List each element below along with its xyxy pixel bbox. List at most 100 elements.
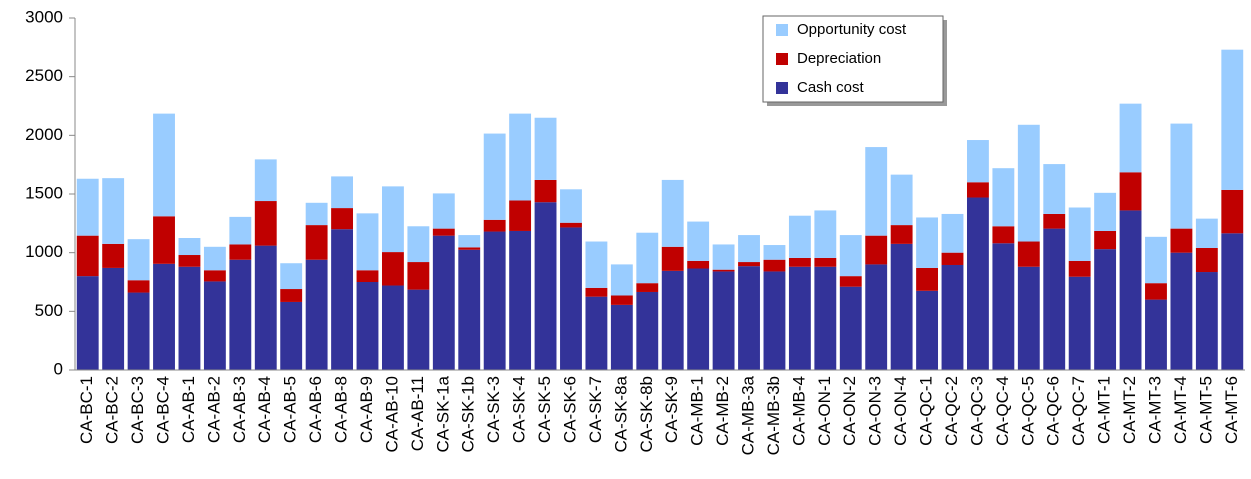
- bar-segment: [966, 197, 989, 370]
- x-tick-label: CA-MB-1: [688, 376, 707, 446]
- bar-segment: [1119, 210, 1142, 370]
- y-tick-label: 1500: [25, 183, 63, 202]
- bar-segment: [966, 140, 989, 183]
- bar-segment: [153, 263, 175, 370]
- bar-segment: [1119, 103, 1142, 173]
- x-tick-label: CA-AB-4: [255, 376, 274, 443]
- x-tick-label: CA-MT-1: [1095, 376, 1114, 444]
- bar-segment: [178, 266, 201, 370]
- bar-segment: [1068, 276, 1091, 370]
- y-tick-label: 500: [35, 301, 63, 320]
- bar-segment: [839, 286, 862, 370]
- bar-segment: [1221, 233, 1244, 370]
- bar-segment: [1145, 236, 1167, 284]
- x-tick-label: CA-MB-3b: [764, 376, 783, 455]
- bar-segment: [1017, 266, 1040, 370]
- bar-segment: [814, 210, 837, 258]
- bar-segment: [1094, 249, 1117, 370]
- bar-segment: [992, 168, 1015, 227]
- bar-segment: [203, 270, 226, 282]
- legend-box: [762, 15, 944, 103]
- x-tick-label: CA-MT-4: [1171, 376, 1190, 444]
- x-tick-label: CA-BC-3: [128, 376, 147, 444]
- x-tick-label: CA-AB-6: [306, 376, 325, 443]
- bar-segment: [610, 295, 633, 305]
- bar-segment: [1221, 49, 1244, 190]
- bar-segment: [788, 257, 811, 267]
- bar-segment: [1195, 272, 1218, 370]
- bar-segment: [102, 178, 125, 244]
- bar-segment: [229, 216, 252, 245]
- y-tick-label: 0: [54, 359, 63, 378]
- x-tick-label: CA-SK-9: [662, 376, 681, 443]
- x-tick-label: CA-MB-4: [789, 376, 808, 446]
- x-tick-label: CA-QC-2: [942, 376, 961, 446]
- bar-segment: [890, 243, 913, 370]
- y-tick-label: 2500: [25, 66, 63, 85]
- bar-segment: [203, 281, 226, 370]
- x-tick-label: CA-MT-6: [1222, 376, 1241, 444]
- bar-segment: [534, 179, 557, 203]
- bar-segment: [1145, 283, 1167, 300]
- x-tick-label: CA-AB-8: [332, 376, 351, 443]
- bar-segment: [916, 217, 939, 268]
- x-tick-label: CA-AB-3: [230, 376, 249, 443]
- legend-label: Depreciation: [797, 50, 881, 67]
- bar-segment: [1195, 247, 1218, 273]
- bar-segment: [814, 257, 837, 267]
- bar-segment: [610, 264, 633, 296]
- bar-segment: [763, 245, 786, 260]
- bar-segment: [560, 227, 582, 370]
- bar-segment: [941, 264, 964, 370]
- bar-segment: [458, 235, 481, 248]
- bar-segment: [865, 264, 888, 370]
- bar-segment: [636, 291, 659, 370]
- x-tick-label: CA-MT-3: [1145, 376, 1164, 444]
- bar-segment: [356, 213, 379, 271]
- bar-segment: [331, 176, 354, 209]
- bar-segment: [1170, 252, 1193, 370]
- y-tick-label: 2000: [25, 125, 63, 144]
- x-tick-label: CA-ON-4: [891, 376, 910, 446]
- bar-segment: [102, 267, 125, 370]
- bar-segment: [865, 147, 888, 236]
- y-tick-label: 1000: [25, 242, 63, 261]
- bar-segment: [178, 255, 201, 267]
- bar-segment: [458, 249, 481, 370]
- bar-segment: [687, 221, 710, 261]
- bar-segment: [127, 292, 150, 370]
- bar-segment: [203, 246, 226, 271]
- bar-segment: [839, 276, 862, 287]
- bar-segment: [381, 252, 404, 286]
- bar-segment: [1145, 299, 1167, 370]
- bar-segment: [585, 296, 608, 370]
- bar-segment: [229, 259, 252, 370]
- bar-segment: [331, 229, 354, 370]
- bar-segment: [916, 290, 939, 370]
- x-tick-label: CA-SK-3: [484, 376, 503, 443]
- bar-segment: [254, 201, 277, 246]
- x-tick-label: CA-QC-6: [1044, 376, 1063, 446]
- bar-segment: [661, 179, 684, 247]
- bar-segment: [356, 270, 379, 282]
- x-tick-label: CA-SK-1b: [459, 376, 478, 453]
- bar-segment: [305, 259, 328, 370]
- x-tick-label: CA-SK-1a: [433, 375, 452, 452]
- bar-segment: [814, 266, 837, 370]
- bar-segment: [610, 304, 633, 370]
- bar-segment: [509, 200, 532, 231]
- legend-swatch: [776, 24, 788, 36]
- x-tick-label: CA-MB-3a: [739, 375, 758, 455]
- bar-segment: [76, 178, 99, 236]
- x-tick-label: CA-BC-1: [77, 376, 96, 444]
- x-tick-label: CA-ON-2: [840, 376, 859, 446]
- x-tick-label: CA-SK-6: [560, 376, 579, 443]
- bar-segment: [407, 262, 430, 290]
- x-tick-label: CA-SK-4: [510, 376, 529, 443]
- x-tick-label: CA-MB-2: [713, 376, 732, 446]
- y-tick-label: 3000: [25, 7, 63, 26]
- bar-segment: [661, 270, 684, 370]
- bar-segment: [229, 244, 252, 260]
- bar-segment: [890, 225, 913, 244]
